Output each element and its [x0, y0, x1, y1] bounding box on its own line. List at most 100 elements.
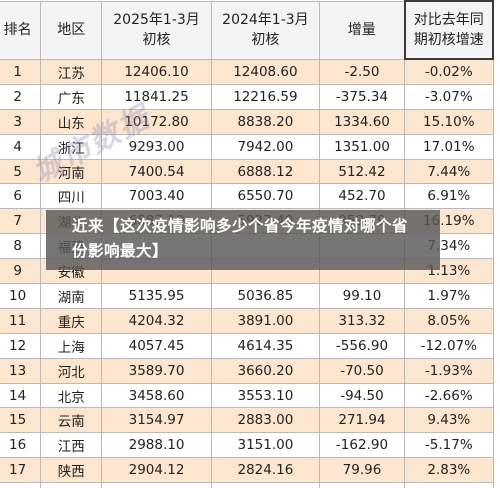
- growth-rate-header: 对比去年同 期初核增速: [403, 0, 495, 60]
- q1-2025-cell: 9293.00: [101, 133, 212, 160]
- table-body: 1 江苏 12406.10 12408.60 -2.50 -0.02% 2 广东 11841.2…: [0, 58, 494, 488]
- q1-2024-cell: 3891.00: [210, 307, 320, 334]
- region-cell: 广东: [40, 83, 103, 110]
- growth-rate-cell: -3.07%: [404, 83, 494, 110]
- q1-2025-cell: 3589.70: [101, 357, 212, 384]
- growth-rate-cell: -2.66%: [404, 382, 494, 409]
- table-row: 15 云南 3154.97 2883.00 271.94 9.43%: [0, 407, 494, 434]
- table-row: 12 上海 4057.45 4614.35 -556.90 -12.07%: [0, 332, 494, 359]
- rank-cell: 10: [0, 283, 42, 309]
- table-row: 13 河北 3589.70 3660.20 -70.50 -1.93%: [0, 357, 494, 384]
- caption-band: [46, 210, 440, 270]
- region-cell: 重庆: [40, 307, 103, 334]
- q1-2025-header: 2025年1-3月 初核: [101, 0, 212, 60]
- q1-2024-cell: 2883.00: [210, 407, 320, 434]
- q1-2025-cell: 2988.10: [101, 432, 212, 459]
- header-row: 排名 地区 2025年1-3月 初核 2024年1-3月 初核 增量 对比去年同 期初核增速: [0, 0, 495, 60]
- q1-2025-cell: 4204.32: [101, 307, 212, 334]
- increment-cell: -375.34: [318, 83, 406, 110]
- q1-2024-cell: 3151.00: [210, 432, 320, 459]
- rank-cell: 9: [0, 258, 42, 285]
- growth-rate-cell: -12.07%: [404, 332, 494, 359]
- region-cell: 江西: [40, 432, 103, 459]
- q1-2024-cell: 12216.59: [210, 83, 320, 110]
- region-header: 地区: [40, 0, 103, 60]
- rank-cell: 5: [0, 158, 42, 185]
- increment-cell: 512.42: [318, 158, 406, 185]
- increment-cell: 271.94: [318, 407, 406, 434]
- region-cell: 北京: [40, 382, 103, 409]
- rank-cell: 7: [0, 208, 42, 235]
- rank-cell: 14: [0, 382, 42, 409]
- region-cell: 江苏: [40, 58, 103, 85]
- q1-2025-cell: 2530.60: [101, 482, 212, 488]
- table-row: 3 山东 10172.80 8838.20 1334.60 15.10%: [0, 108, 494, 135]
- table-row: 11 重庆 4204.32 3891.00 313.32 8.05%: [0, 307, 494, 334]
- q1-2024-cell: 8838.20: [210, 108, 320, 135]
- table-row: 6 四川 7003.40 6550.70 452.70 6.91%: [0, 183, 494, 210]
- table-row: 4 浙江 9293.00 7942.00 1351.00 17.01%: [0, 133, 494, 160]
- increment-cell: -556.90: [318, 332, 406, 359]
- region-cell: 云南: [40, 407, 103, 434]
- table-row: 5 河南 7400.54 6888.12 512.42 7.44%: [0, 158, 494, 185]
- rank-cell: 8: [0, 233, 42, 260]
- region-cell: 河北: [40, 357, 103, 384]
- rank-cell: 1: [0, 58, 42, 85]
- table-row: 18辽宁2530.602486.9043.701.76%: [0, 482, 494, 488]
- table-row: 14 北京 3458.60 3553.10 -94.50 -2.66%: [0, 382, 494, 409]
- rank-cell: 2: [0, 83, 42, 110]
- q1-2024-cell: 6550.70: [210, 183, 320, 210]
- q1-2025-cell: 3458.60: [101, 382, 212, 409]
- table-row: 17 陕西 2904.12 2824.16 79.96 2.83%: [0, 457, 494, 484]
- region-cell: 山东: [40, 108, 103, 135]
- increment-cell: -2.50: [318, 58, 406, 85]
- growth-rate-cell: -0.02%: [404, 58, 494, 85]
- q1-2024-cell: 2824.16: [210, 457, 320, 484]
- increment-cell: 1334.60: [318, 108, 406, 135]
- region-cell: 河南: [40, 158, 103, 185]
- q1-2025-cell: 2904.12: [101, 457, 212, 484]
- rank-cell: 11: [0, 307, 42, 334]
- q1-2025-cell: 11841.25: [101, 83, 212, 110]
- region-cell: 上海: [40, 332, 103, 359]
- q1-2025-cell: 4057.45: [101, 332, 212, 359]
- growth-rate-cell: 17.01%: [404, 133, 494, 160]
- rank-cell: 15: [0, 407, 42, 434]
- increment-cell: -94.50: [318, 382, 406, 409]
- region-cell: 辽宁: [40, 482, 103, 488]
- increment-cell: 99.10: [318, 283, 406, 309]
- growth-rate-cell: 1.97%: [404, 283, 494, 309]
- growth-rate-cell: 15.10%: [404, 108, 494, 135]
- rank-cell: 18: [0, 482, 42, 488]
- table-row: 2 广东 11841.25 12216.59 -375.34 -3.07%: [0, 83, 494, 110]
- q1-2025-cell: 3154.97: [101, 407, 212, 434]
- rank-cell: 16: [0, 432, 42, 459]
- q1-2024-cell: 4614.35: [210, 332, 320, 359]
- growth-rate-cell: 6.91%: [404, 183, 494, 210]
- growth-rate-cell: 7.44%: [404, 158, 494, 185]
- q1-2024-header: 2024年1-3月 初核: [210, 0, 320, 60]
- q1-2024-cell: 3660.20: [210, 357, 320, 384]
- table-row: 10 湖南 5135.95 5036.85 99.10 1.97%: [0, 283, 494, 309]
- q1-2024-cell: 7942.00: [210, 133, 320, 160]
- increment-cell: 1351.00: [318, 133, 406, 160]
- growth-rate-cell: 8.05%: [404, 307, 494, 334]
- rank-header: 排名: [0, 0, 42, 60]
- increment-cell: 452.70: [318, 183, 406, 210]
- growth-rate-cell: -5.17%: [404, 432, 494, 459]
- q1-2024-cell: 3553.10: [210, 382, 320, 409]
- rank-cell: 4: [0, 133, 42, 160]
- increment-header: 增量: [318, 0, 406, 60]
- header-line: 初核: [251, 32, 280, 48]
- q1-2025-cell: 5135.95: [101, 283, 212, 309]
- region-cell: 陕西: [40, 457, 103, 484]
- region-cell: 四川: [40, 183, 103, 210]
- growth-rate-cell: 9.43%: [404, 407, 494, 434]
- increment-cell: -162.90: [318, 432, 406, 459]
- table-row: 16 江西 2988.10 3151.00 -162.90 -5.17%: [0, 432, 494, 459]
- q1-2024-cell: 12408.60: [210, 58, 320, 85]
- header-line: 初核: [142, 32, 171, 48]
- header-line: 2024年1-3月: [222, 12, 309, 28]
- header-line: 期初核增速: [413, 32, 484, 48]
